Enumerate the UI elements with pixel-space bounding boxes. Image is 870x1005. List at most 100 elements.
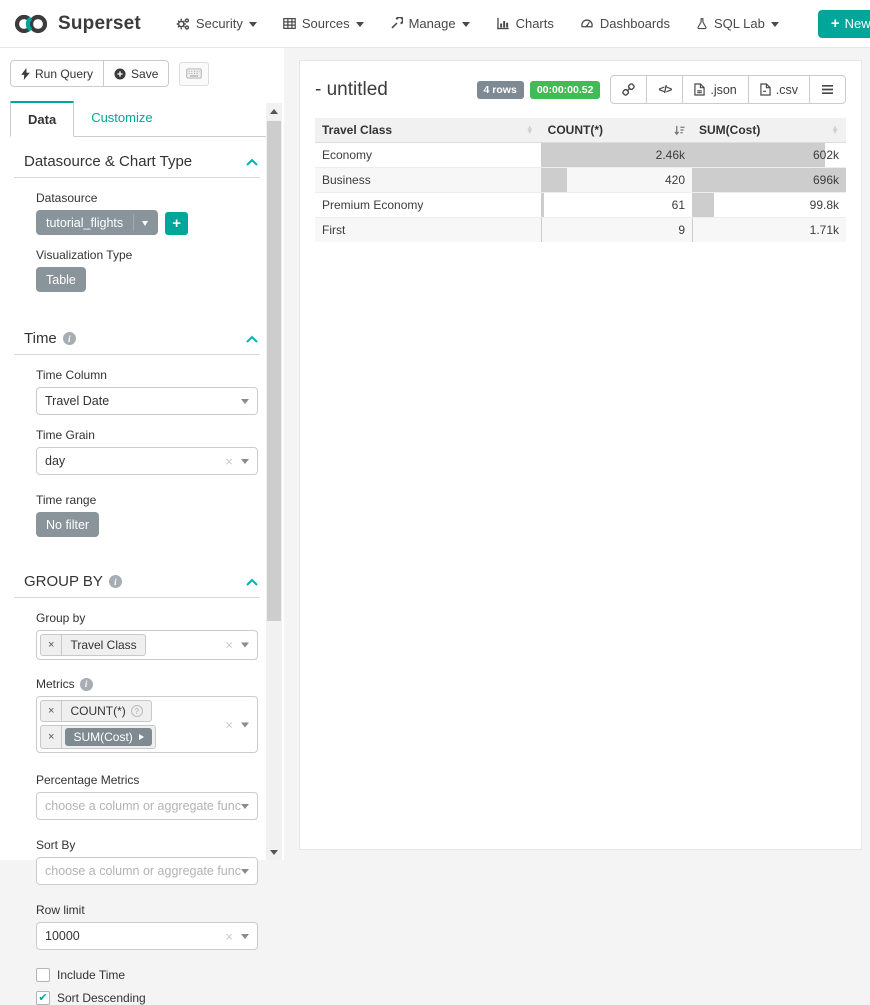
section-header[interactable]: Time i [14, 330, 260, 355]
export-json-button[interactable]: .json [682, 75, 749, 104]
percentage-metrics-select[interactable]: choose a column or aggregate function [36, 792, 258, 820]
table-row[interactable]: Premium Economy 61 99.8k [315, 192, 846, 218]
chevron-up-icon[interactable] [246, 578, 258, 586]
infinity-logo-icon [12, 13, 50, 35]
chevron-down-icon [241, 933, 249, 939]
more-options-button[interactable] [809, 75, 846, 104]
chart-card: - untitled 4 rows 00:00:00.52 [299, 60, 862, 850]
time-grain-select[interactable]: day × [36, 447, 258, 475]
group-by-tag-label: Travel Class [70, 638, 137, 652]
remove-tag-icon[interactable]: × [41, 635, 63, 655]
nav-sources[interactable]: Sources [270, 16, 377, 31]
group-by-select[interactable]: × Travel Class × [36, 630, 258, 660]
cell-sum: 602k [812, 148, 839, 162]
save-label: Save [131, 66, 159, 81]
visualization-type-value: Table [46, 272, 76, 287]
checkbox-unchecked-icon[interactable] [36, 968, 50, 982]
cell-travel-class: Business [322, 173, 371, 187]
bolt-icon [21, 67, 30, 80]
time-column-label: Time Column [36, 368, 107, 382]
section-group-by: GROUP BY i Group by × Travel Class [14, 573, 260, 1005]
sort-by-select[interactable]: choose a column or aggregate function [36, 857, 258, 885]
time-column-select[interactable]: Travel Date [36, 387, 258, 415]
chevron-down-icon [241, 722, 249, 727]
view-query-button[interactable]: </> [646, 75, 684, 104]
table-row[interactable]: Business 420 696k [315, 167, 846, 193]
section-header[interactable]: Datasource & Chart Type [14, 153, 260, 178]
metric-tag-sum[interactable]: × SUM(Cost) [40, 725, 156, 749]
chevron-down-icon [241, 868, 249, 874]
value-bar [692, 143, 826, 167]
scroll-down-icon[interactable] [266, 844, 282, 860]
remove-tag-icon[interactable]: × [41, 726, 63, 748]
code-icon: </> [658, 83, 672, 96]
section-title: Time [24, 330, 57, 347]
save-button[interactable]: Save [103, 60, 170, 87]
section-header[interactable]: GROUP BY i [14, 573, 260, 598]
clear-icon[interactable]: × [225, 928, 233, 944]
run-query-button[interactable]: Run Query [10, 60, 105, 87]
nav-sql-lab-label: SQL Lab [713, 16, 765, 31]
value-bar [540, 218, 542, 242]
share-link-button[interactable] [610, 75, 648, 104]
info-icon: i [79, 677, 93, 691]
table-row[interactable]: Economy 2.46k 602k [315, 142, 846, 168]
csv-button-label: .csv [775, 82, 798, 97]
chevron-down-icon [241, 398, 249, 404]
metrics-select[interactable]: × COUNT(*) ? × SUM(Cost) [36, 696, 258, 753]
nav-manage[interactable]: Manage [377, 16, 483, 31]
row-limit-select[interactable]: 10000 × [36, 922, 258, 950]
sort-icon[interactable]: ▲ ▼ [525, 123, 534, 136]
metric-tag-count[interactable]: × COUNT(*) ? [40, 700, 152, 722]
new-button[interactable]: + New [817, 9, 870, 38]
sort-descending-checkbox[interactable]: Sort Descending [36, 991, 260, 1005]
explore-control-panel: Run Query Save Data Customize [0, 48, 284, 1005]
scrollbar-thumb[interactable] [267, 121, 281, 621]
header-sum-cost[interactable]: SUM(Cost) ▲ ▼ [692, 118, 846, 143]
header-count[interactable]: COUNT(*) [540, 118, 692, 143]
value-bar [692, 168, 846, 192]
time-range-value: No filter [46, 517, 90, 532]
remove-tag-icon[interactable]: × [41, 701, 63, 721]
sort-desc-icon[interactable] [674, 125, 685, 136]
cell-travel-class: Economy [322, 148, 373, 162]
tab-customize[interactable]: Customize [74, 101, 169, 136]
metric-count-label: COUNT(*) [70, 704, 126, 718]
header-travel-class[interactable]: Travel Class ▲ ▼ [315, 118, 541, 143]
group-by-tag[interactable]: × Travel Class [40, 634, 146, 656]
cell-count: 9 [678, 223, 685, 237]
clear-icon[interactable]: × [225, 453, 233, 469]
keyboard-shortcut-button[interactable] [178, 61, 209, 86]
nav-charts[interactable]: Charts [483, 16, 567, 31]
chevron-up-icon[interactable] [246, 158, 258, 166]
brand-name: Superset [58, 12, 141, 34]
time-range-button[interactable]: No filter [36, 512, 100, 537]
clear-icon[interactable]: × [225, 637, 233, 653]
scroll-up-icon[interactable] [266, 103, 282, 119]
header-label: Travel Class [322, 123, 393, 137]
datasource-button[interactable]: tutorial_flights [36, 210, 159, 235]
export-csv-button[interactable]: .csv [747, 75, 810, 104]
add-datasource-button[interactable]: + [165, 211, 189, 235]
include-time-checkbox[interactable]: Include Time [36, 968, 260, 982]
chart-title[interactable]: - untitled [315, 78, 388, 100]
section-datasource-chart-type: Datasource & Chart Type Datasource tutor… [14, 153, 260, 292]
sort-icon[interactable]: ▲ ▼ [831, 123, 839, 136]
run-query-label: Run Query [35, 66, 94, 81]
nav-dashboards[interactable]: Dashboards [567, 16, 683, 31]
tab-data[interactable]: Data [10, 101, 75, 137]
value-bar [540, 143, 692, 167]
checkbox-checked-icon[interactable] [36, 991, 50, 1005]
nav-security-label: Security [195, 16, 243, 31]
visualization-type-button[interactable]: Table [36, 267, 86, 292]
datasource-value: tutorial_flights [46, 215, 124, 230]
table-row[interactable]: First 9 1.71k [315, 217, 846, 242]
left-panel-scrollbar[interactable] [266, 103, 282, 860]
chevron-up-icon[interactable] [246, 335, 258, 343]
superset-logo[interactable]: Superset [12, 13, 141, 35]
nav-sql-lab[interactable]: SQL Lab [683, 16, 792, 31]
value-bar [692, 193, 715, 217]
clear-icon[interactable]: × [225, 717, 233, 732]
nav-security[interactable]: Security [163, 16, 270, 31]
chevron-down-icon [461, 22, 470, 27]
